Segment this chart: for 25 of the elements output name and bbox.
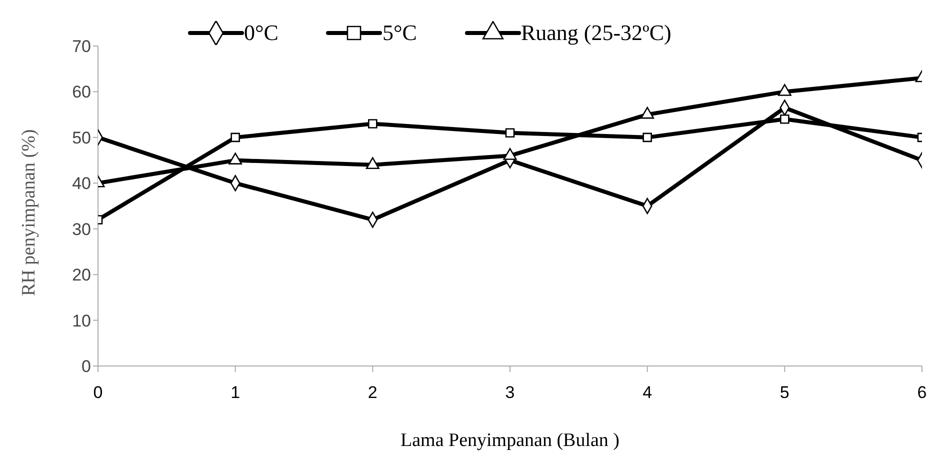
y-tick-label: 60	[72, 82, 91, 102]
point	[642, 132, 652, 142]
y-tick-label: 0	[82, 357, 91, 376]
x-tick-label: 1	[230, 383, 240, 402]
y-tick-label: 40	[72, 174, 91, 194]
y-tick-label: 30	[72, 220, 91, 239]
x-tick-label: 5	[780, 383, 790, 402]
y-tick-label: 10	[72, 311, 91, 330]
y-axis-title: RH penyimpanan (%)	[18, 129, 40, 296]
x-tick-label: 4	[642, 383, 652, 402]
y-tick-label: 50	[72, 128, 91, 148]
legend-label: 0°C	[244, 20, 278, 46]
point	[368, 119, 378, 128]
point	[230, 132, 240, 142]
x-tick-label: 6	[917, 383, 927, 402]
point	[505, 128, 515, 138]
x-axis-title: Lama Penyimpanan (Bulan )	[400, 430, 620, 451]
y-tick-label: 70	[72, 37, 91, 56]
point	[780, 114, 790, 124]
x-tick-label: 0	[93, 383, 103, 402]
y-tick-label: 20	[72, 266, 91, 285]
x-tick-label: 3	[505, 383, 515, 402]
legend-label: 5°C	[382, 20, 417, 46]
legend-label: Ruang (25-32ºC)	[520, 20, 672, 46]
x-tick-label: 2	[368, 383, 378, 402]
